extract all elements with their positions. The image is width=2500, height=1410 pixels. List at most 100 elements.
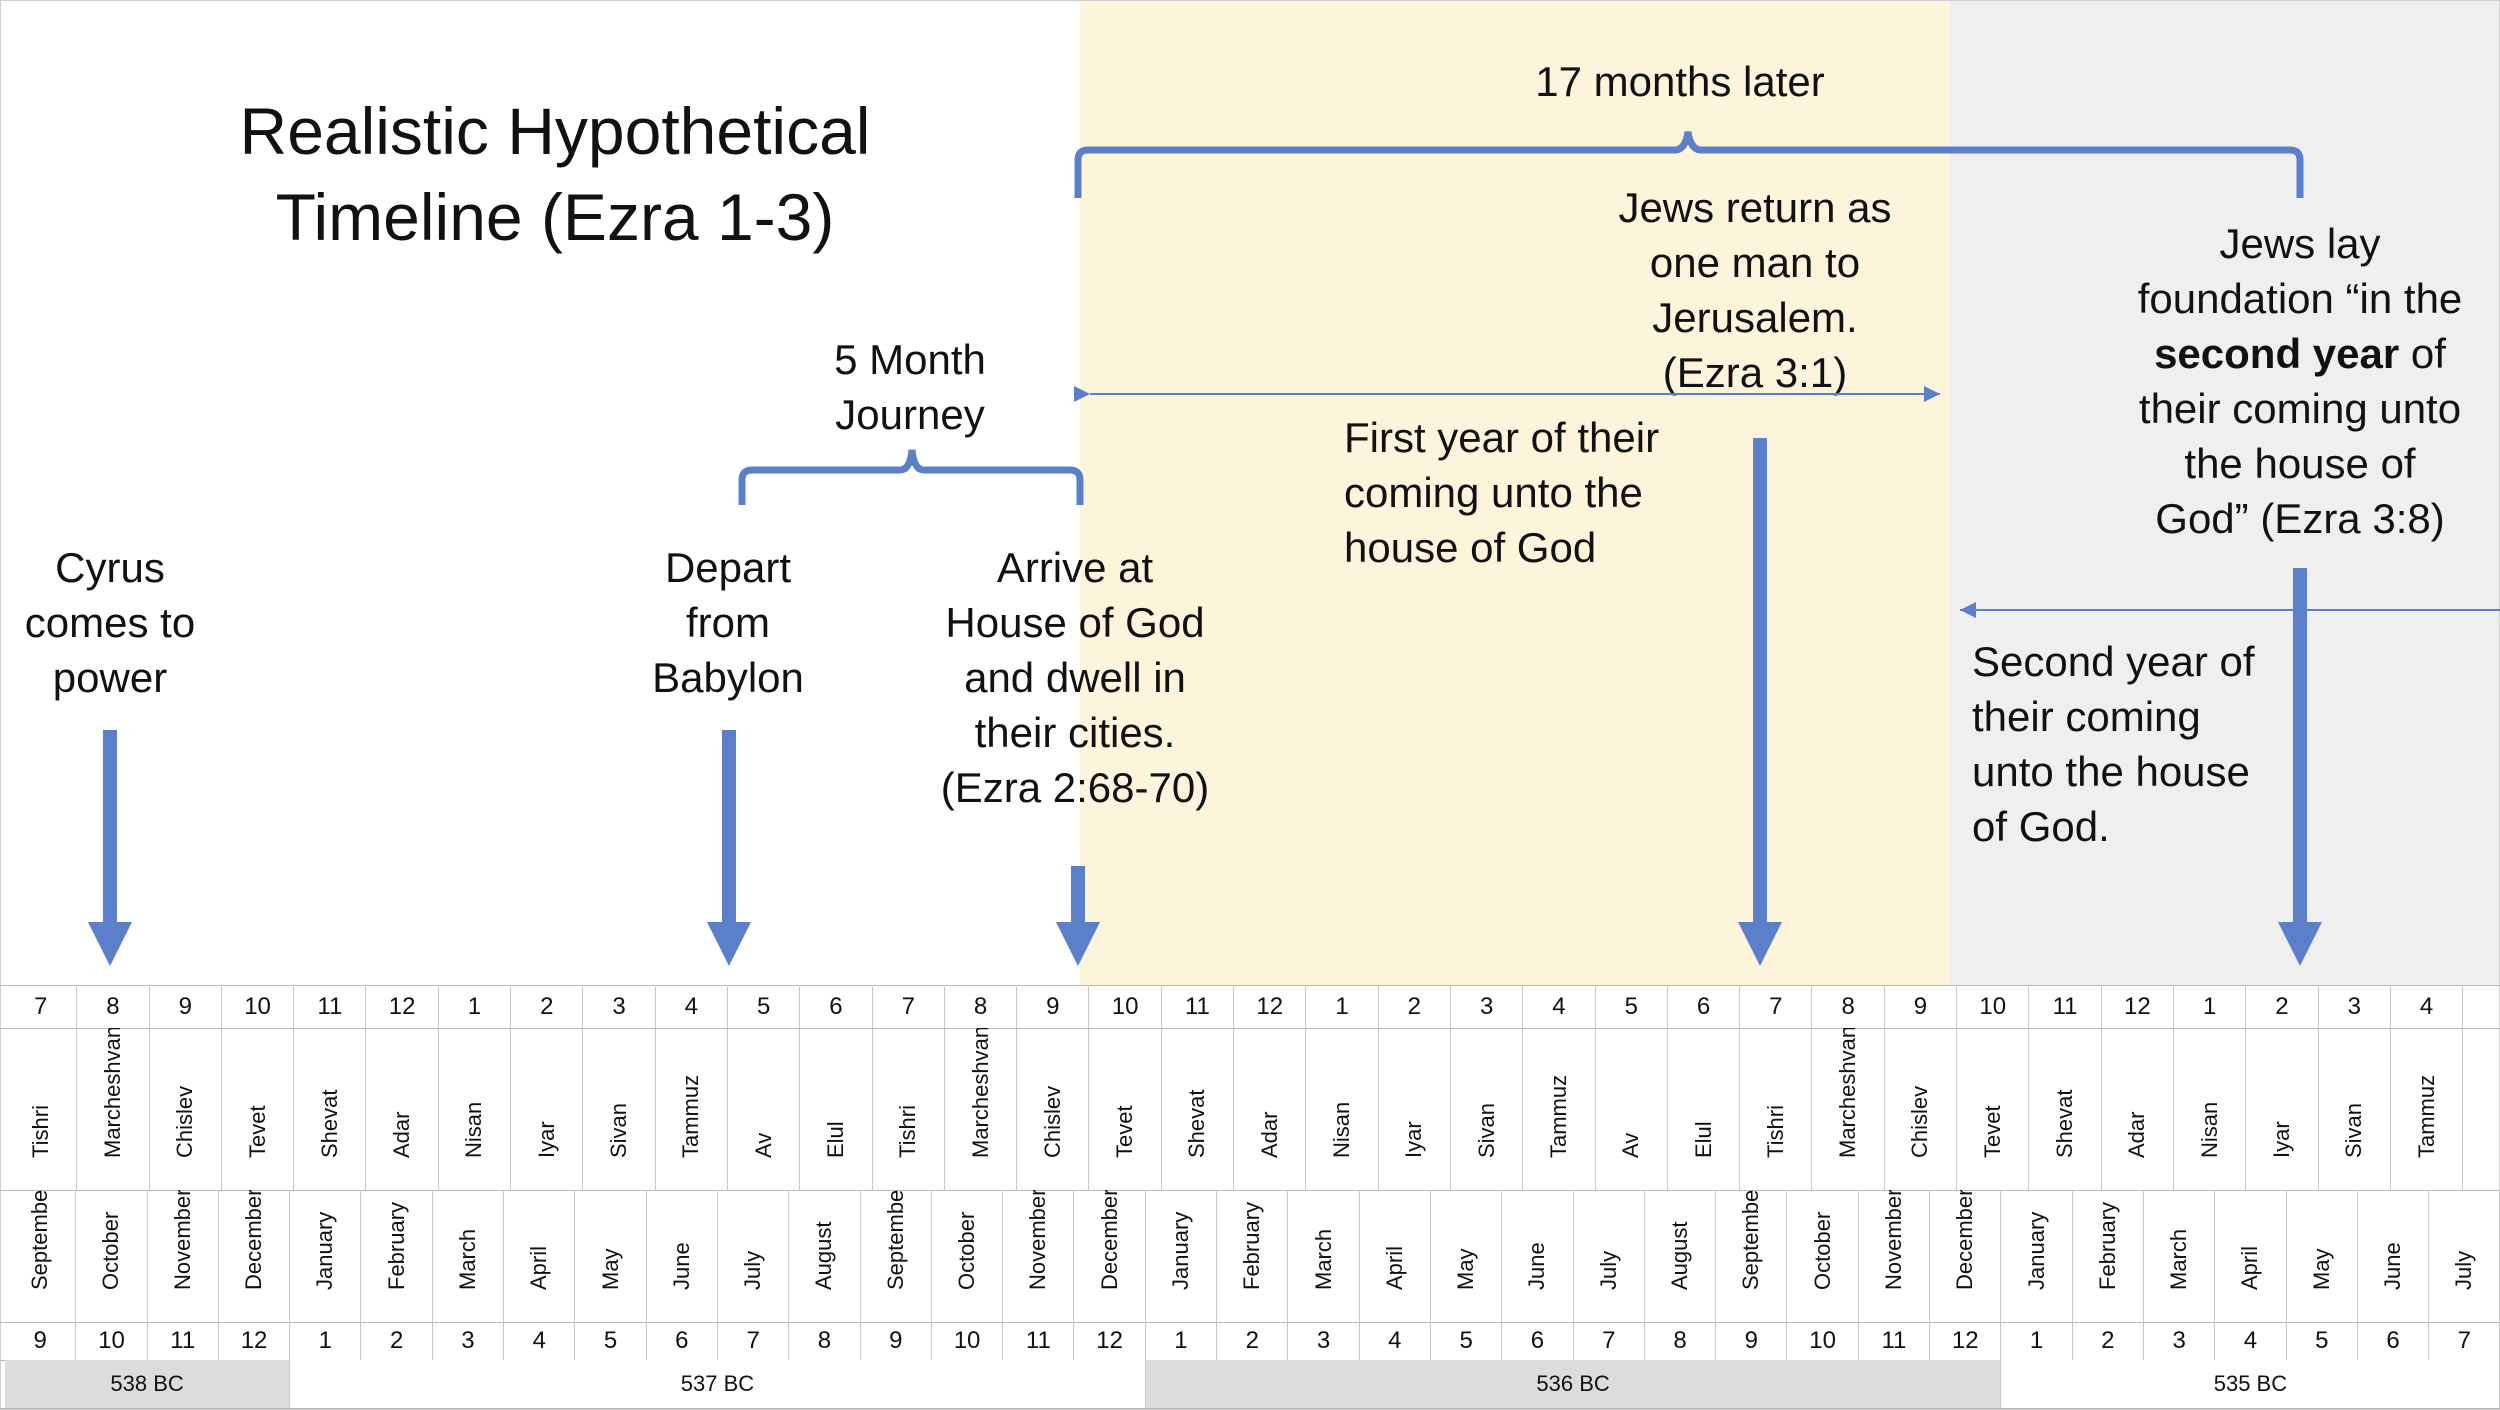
gregorian-month-name: May <box>2287 1190 2358 1322</box>
hebrew-month-name-text: Nisan <box>1329 1101 1355 1158</box>
gregorian-month-name-text: December <box>241 1190 267 1290</box>
hebrew-month-number: 4 <box>1523 985 1596 1028</box>
gregorian-month-number: 7 <box>2429 1322 2500 1360</box>
gregorian-month-name-text: July <box>740 1250 766 1290</box>
hebrew-month-name: Tammuz <box>2391 1028 2464 1190</box>
gregorian-month-name-text: July <box>2451 1250 2477 1290</box>
hebrew-month-name: Shevat <box>2029 1028 2102 1190</box>
gregorian-month-name: April <box>2215 1190 2287 1322</box>
gregorian-month-name: August <box>789 1190 861 1322</box>
hebrew-month-name-text: Sivan <box>1473 1102 1499 1158</box>
grid-rule <box>0 985 2500 986</box>
hebrew-month-name: Elul <box>800 1028 873 1190</box>
hebrew-month-number: 10 <box>222 985 295 1028</box>
page-title: Realistic Hypothetical Timeline (Ezra 1-… <box>200 88 910 260</box>
gregorian-month-number: 6 <box>2358 1322 2430 1360</box>
gregorian-month-number: 12 <box>219 1322 291 1360</box>
gregorian-month-name: July <box>718 1190 790 1322</box>
gregorian-month-name-text: November <box>169 1190 195 1290</box>
hebrew-month-name: Av <box>1596 1028 1668 1190</box>
hebrew-month-number: 5 <box>1596 985 1668 1028</box>
gregorian-month-name-text: January <box>312 1211 338 1290</box>
hebrew-month-number: 11 <box>2029 985 2102 1028</box>
second-year-band <box>1950 0 2500 985</box>
gregorian-month-name: June <box>1502 1190 1574 1322</box>
gregorian-month-number: 10 <box>1788 1322 1859 1360</box>
gregorian-month-name: October <box>1788 1190 1859 1322</box>
hebrew-month-name: Shevat <box>294 1028 367 1190</box>
hebrew-month-name-text: Adar <box>2124 1111 2150 1158</box>
hebrew-month-name: Marcheshvan <box>1813 1028 1885 1190</box>
gregorian-month-name: February <box>1217 1190 1289 1322</box>
hebrew-month-number: 9 <box>1017 985 1090 1028</box>
hebrew-month-name: Elul <box>1668 1028 1741 1190</box>
gregorian-month-name-text: March <box>1310 1228 1336 1290</box>
hebrew-month-name-text: Tishri <box>895 1105 921 1158</box>
first-year-band <box>1080 0 1950 985</box>
hebrew-month-name: Tammuz <box>656 1028 728 1190</box>
hebrew-month-name: Av <box>728 1028 801 1190</box>
hebrew-month-number: 8 <box>77 985 150 1028</box>
hebrew-month-number: 2 <box>511 985 584 1028</box>
gregorian-month-number: 11 <box>1859 1322 1931 1360</box>
hebrew-month-name-text: Iyar <box>533 1121 559 1158</box>
hebrew-month-name: Nisan <box>2174 1028 2247 1190</box>
hebrew-month-name: Tevet <box>222 1028 295 1190</box>
gregorian-month-name: January <box>2001 1190 2073 1322</box>
gregorian-month-name: April <box>504 1190 576 1322</box>
hebrew-month-number: 12 <box>1234 985 1307 1028</box>
gregorian-month-name: December <box>1075 1190 1146 1322</box>
gregorian-month-number: 1 <box>290 1322 362 1360</box>
hebrew-month-name-text: Adar <box>389 1111 415 1158</box>
gregorian-month-number: 6 <box>1502 1322 1574 1360</box>
label-seventeen-months: 17 months later <box>1535 58 1825 105</box>
hebrew-month-number: 11 <box>294 985 367 1028</box>
gregorian-month-number: 2 <box>1217 1322 1289 1360</box>
label-second-year: Second year of their coming unto the hou… <box>1972 638 2255 850</box>
hebrew-month-number: 7 <box>873 985 945 1028</box>
gregorian-month-name: July <box>1574 1190 1645 1322</box>
label-journey: 5 Month Journey <box>834 336 986 438</box>
hebrew-month-name-text: Sivan <box>606 1102 632 1158</box>
hebrew-month-name: Tevet <box>1957 1028 2030 1190</box>
journey-bracket <box>738 449 1084 505</box>
gregorian-month-name-text: May <box>597 1248 623 1290</box>
gregorian-month-number: 4 <box>2215 1322 2287 1360</box>
gregorian-month-name-text: April <box>2237 1245 2263 1290</box>
hebrew-month-name-text: Tammuz <box>2413 1074 2439 1158</box>
gregorian-month-name: September <box>1716 1190 1788 1322</box>
gregorian-month-number: 7 <box>718 1322 790 1360</box>
hebrew-month-name-text: Iyar <box>1401 1121 1427 1158</box>
hebrew-month-name-text: Chislev <box>172 1085 198 1158</box>
gregorian-month-name: January <box>290 1190 362 1322</box>
gregorian-month-name-text: April <box>526 1245 552 1290</box>
gregorian-month-name-text: May <box>2308 1248 2334 1290</box>
grid-rule <box>0 1190 2500 1191</box>
label-depart: Depart from Babylon <box>652 544 804 701</box>
hebrew-month-number: 8 <box>1813 985 1885 1028</box>
hebrew-month-name: Sivan <box>583 1028 656 1190</box>
gregorian-month-name-text: February <box>1239 1201 1265 1290</box>
hebrew-month-name: Nisan <box>439 1028 512 1190</box>
gregorian-month-number: 8 <box>789 1322 861 1360</box>
hebrew-month-number: 3 <box>1451 985 1524 1028</box>
gregorian-month-name: October <box>76 1190 148 1322</box>
gregorian-month-number: 9 <box>861 1322 932 1360</box>
gregorian-month-number: 11 <box>1003 1322 1075 1360</box>
hebrew-month-name-text: Av <box>750 1132 776 1158</box>
gregorian-month-name-text: June <box>1524 1242 1550 1290</box>
gregorian-month-name: April <box>1360 1190 1431 1322</box>
gregorian-month-name: February <box>362 1190 433 1322</box>
gregorian-month-name-text: October <box>954 1211 980 1290</box>
gregorian-month-name-text: December <box>1096 1190 1122 1290</box>
gregorian-month-name: February <box>2073 1190 2144 1322</box>
second-year-bold: second year <box>2154 330 2400 377</box>
hebrew-month-number: 2 <box>1379 985 1451 1028</box>
gregorian-month-name: December <box>1930 1190 2002 1322</box>
hebrew-month-name: Chislev <box>150 1028 222 1190</box>
hebrew-month-name: Iyar <box>2246 1028 2319 1190</box>
hebrew-month-name-text: Shevat <box>1184 1089 1210 1159</box>
hebrew-month-name-text: Tevet <box>1979 1105 2005 1158</box>
hebrew-month-name-text: Tishri <box>1762 1105 1788 1158</box>
hebrew-month-name-text: Sivan <box>2341 1102 2367 1158</box>
